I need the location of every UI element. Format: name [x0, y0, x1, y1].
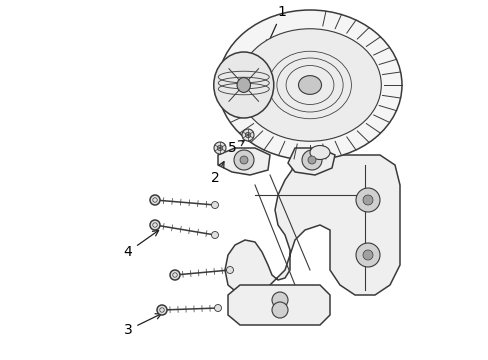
Polygon shape [218, 148, 269, 175]
Circle shape [242, 129, 253, 141]
Ellipse shape [298, 76, 321, 94]
Ellipse shape [238, 29, 381, 141]
Circle shape [245, 132, 250, 138]
Circle shape [170, 270, 180, 280]
Circle shape [271, 302, 287, 318]
Polygon shape [227, 285, 329, 325]
Polygon shape [224, 155, 399, 295]
Circle shape [271, 292, 287, 308]
Ellipse shape [237, 77, 250, 93]
Circle shape [355, 243, 379, 267]
Circle shape [214, 305, 221, 311]
Circle shape [355, 188, 379, 212]
Circle shape [234, 150, 253, 170]
Text: 2: 2 [210, 162, 224, 185]
Ellipse shape [218, 10, 401, 160]
Circle shape [157, 305, 167, 315]
Circle shape [226, 266, 233, 274]
Circle shape [307, 156, 315, 164]
Circle shape [214, 142, 225, 154]
Circle shape [217, 145, 222, 151]
Ellipse shape [309, 145, 329, 159]
Circle shape [211, 202, 218, 208]
Circle shape [302, 150, 321, 170]
Circle shape [362, 250, 372, 260]
Circle shape [211, 231, 218, 239]
Circle shape [150, 220, 160, 230]
Text: 1: 1 [266, 5, 286, 46]
Ellipse shape [213, 52, 273, 118]
Polygon shape [287, 148, 334, 175]
Text: 5: 5 [228, 140, 244, 155]
Circle shape [150, 195, 160, 205]
Text: 3: 3 [123, 314, 161, 337]
Circle shape [240, 156, 247, 164]
Text: 4: 4 [123, 230, 158, 259]
Circle shape [362, 195, 372, 205]
